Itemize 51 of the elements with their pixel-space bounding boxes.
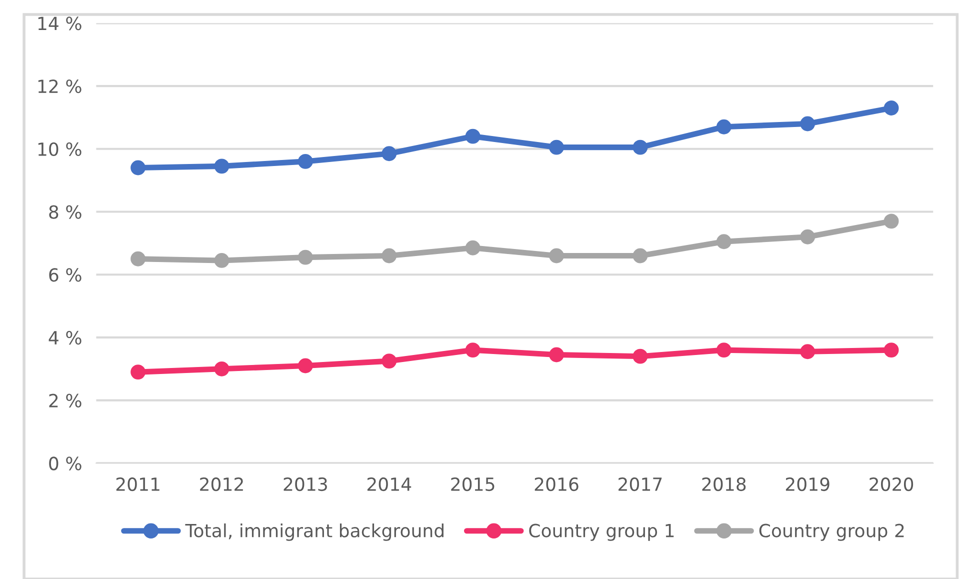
point (884, 214, 899, 229)
point (465, 342, 480, 358)
y-tick-label: 4 % (48, 330, 82, 345)
point (298, 154, 313, 169)
x-tick-label: 2011 (116, 477, 160, 492)
point (632, 348, 648, 364)
point (549, 347, 564, 362)
x-tick-label: 2020 (870, 477, 914, 492)
legend-label: Country group 2 (759, 524, 904, 541)
x-tick-label: 2012 (200, 477, 243, 492)
point (716, 234, 732, 250)
point (549, 248, 564, 264)
point (800, 116, 816, 132)
x-tick-label: 2016 (534, 477, 578, 492)
y-tick-label: 10 % (38, 142, 82, 156)
x-tick-label: 2013 (284, 477, 327, 492)
point (382, 146, 397, 162)
point (632, 248, 648, 264)
x-tick-label: 2017 (618, 477, 662, 492)
point (632, 140, 648, 155)
point (800, 229, 816, 244)
point (298, 250, 313, 265)
point (549, 140, 564, 155)
point (884, 342, 899, 358)
y-tick-label: 12 % (38, 79, 82, 94)
point (465, 240, 480, 256)
point (716, 119, 732, 134)
legend-label: Country group 1 (529, 524, 674, 541)
point (382, 354, 397, 369)
point (884, 100, 899, 116)
point (716, 342, 732, 358)
point (214, 361, 230, 376)
point (130, 251, 146, 266)
y-tick-label: 8 % (49, 205, 82, 219)
y-tick-label: 14 % (38, 16, 82, 30)
point (465, 128, 480, 144)
y-tick-label: 6 % (49, 268, 82, 282)
x-tick-label: 2014 (367, 477, 412, 492)
y-tick-label: 2 % (49, 394, 82, 408)
point (130, 364, 146, 380)
point (214, 253, 230, 268)
point (382, 248, 397, 264)
point (298, 358, 313, 374)
y-tick-label: 0 % (49, 456, 82, 470)
point (130, 160, 146, 176)
x-tick-label: 2018 (702, 477, 746, 492)
legend-label: Total, immigrant background (185, 523, 444, 541)
point (800, 344, 816, 360)
x-tick-label: 2015 (451, 477, 494, 492)
point (214, 158, 230, 174)
x-tick-label: 2019 (786, 477, 830, 492)
